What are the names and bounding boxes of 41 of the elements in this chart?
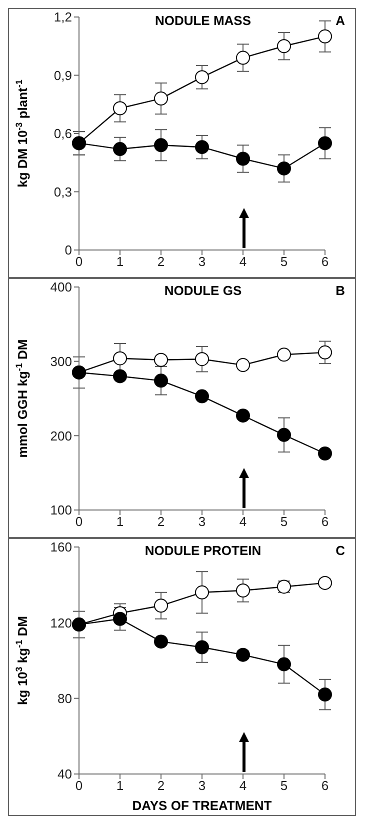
y-tick-label: 300 bbox=[50, 354, 72, 369]
text: A bbox=[336, 13, 345, 28]
y-tick-label: 0,6 bbox=[54, 126, 72, 142]
x-tick-label: 2 bbox=[157, 778, 165, 794]
y-tick-label: 40 bbox=[58, 766, 72, 782]
y-tick-label: 400 bbox=[50, 280, 72, 295]
x-tick-label: 4 bbox=[239, 778, 247, 794]
x-tick-label: 3 bbox=[198, 254, 206, 270]
chart-title: NODULE MASS bbox=[154, 13, 252, 28]
x-tick-label: 5 bbox=[280, 778, 288, 794]
x-tick-label: 0 bbox=[75, 514, 83, 530]
x-tick-label: 1 bbox=[116, 514, 124, 530]
x-tick-label: 4 bbox=[239, 254, 247, 270]
y-tick-label: 200 bbox=[50, 428, 72, 444]
x-tick-label: 6 bbox=[321, 778, 329, 794]
x-axis-title: DAYS OF TREATMENT bbox=[132, 798, 272, 813]
x-tick-label: 3 bbox=[198, 778, 206, 794]
x-tick-label: 4 bbox=[239, 514, 247, 530]
text: B bbox=[336, 283, 345, 298]
x-tick-label: 6 bbox=[321, 254, 329, 270]
x-tick-label: 5 bbox=[280, 514, 288, 530]
y-tick-label: 0,9 bbox=[54, 68, 72, 83]
y-tick-label: 160 bbox=[50, 540, 72, 555]
y-tick-label: 0,3 bbox=[54, 184, 72, 200]
y-tick-label: 1,2 bbox=[54, 10, 72, 25]
y-tick-label: 80 bbox=[58, 690, 72, 706]
x-tick-label: 0 bbox=[75, 254, 83, 270]
x-tick-label: 3 bbox=[198, 514, 206, 530]
x-tick-label: 1 bbox=[116, 778, 124, 794]
x-tick-label: 0 bbox=[75, 778, 83, 794]
x-tick-label: 6 bbox=[321, 514, 329, 530]
chart-title: NODULE PROTEIN bbox=[144, 543, 262, 558]
chart-title: NODULE GS bbox=[163, 283, 243, 298]
y-tick-label: 120 bbox=[50, 615, 72, 630]
x-tick-label: 1 bbox=[116, 254, 124, 270]
text: C bbox=[336, 543, 345, 558]
x-tick-label: 2 bbox=[157, 254, 165, 270]
y-tick-label: 0 bbox=[64, 242, 72, 258]
x-tick-label: 2 bbox=[157, 514, 165, 530]
y-tick-label: 100 bbox=[50, 502, 72, 518]
x-tick-label: 5 bbox=[280, 254, 288, 270]
